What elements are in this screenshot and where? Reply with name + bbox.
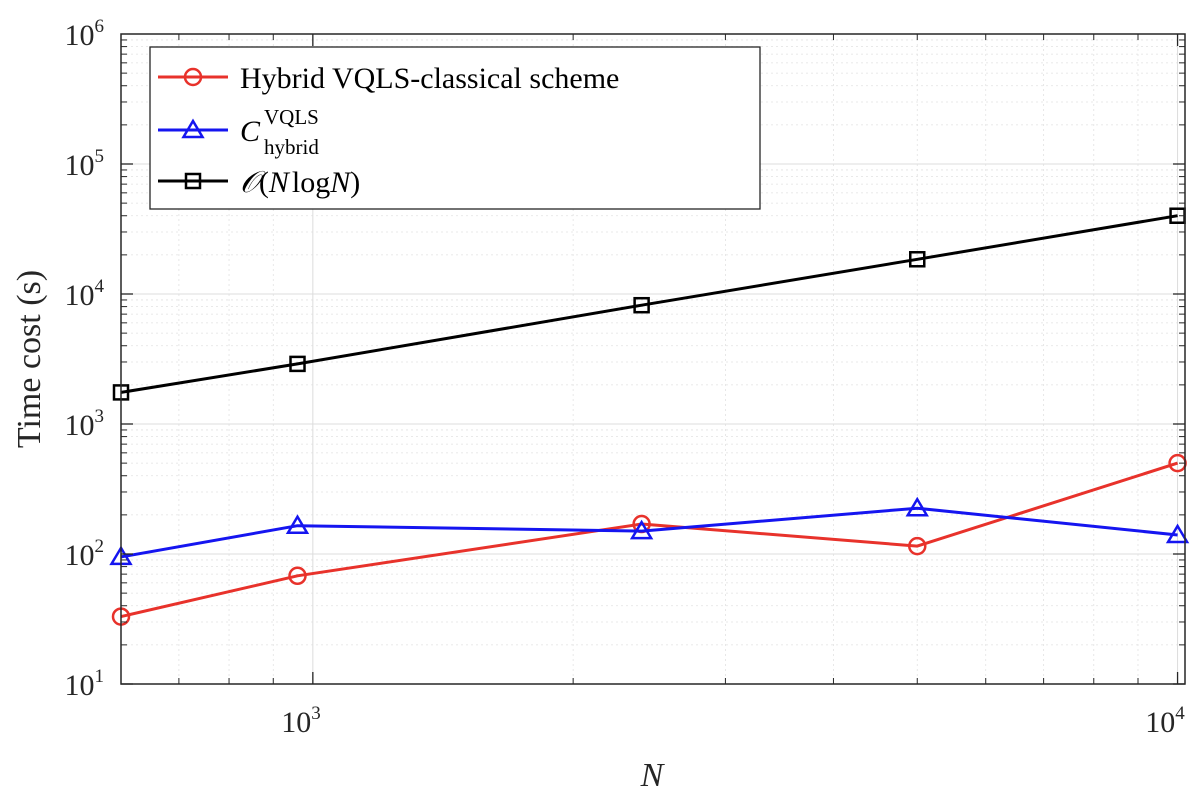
y-tick-label-10-6: 106: [65, 16, 105, 52]
plot-frame: [120, 33, 1186, 685]
series-c-vqls-hybrid: [109, 496, 1190, 566]
series-line-o-nlogn: [120, 214, 1178, 394]
point-c-vqls-hybrid-2: [629, 519, 654, 540]
minor-gridlines: [120, 34, 1185, 684]
legend-label-onlog: 𝒪(N logN): [240, 166, 360, 199]
y-tick-label-10-5: 105: [65, 146, 105, 182]
legend-marker-circle: [183, 67, 203, 87]
y-tick-label-10-2: 102: [65, 536, 105, 572]
legend-marker-triangle: [181, 118, 205, 139]
y-tick-labels: 101 102 103 104 105 106: [65, 16, 105, 702]
point-hybrid-vqls-classical-3: [908, 536, 927, 556]
y-tick-label-10-4: 104: [65, 276, 105, 312]
point-o-nlogn-3: [909, 251, 926, 268]
legend-label-chybrid-sub: hybrid: [264, 135, 319, 159]
legend-entry-chybrid: C VQLS hybrid: [158, 105, 319, 159]
point-c-vqls-hybrid-3: [905, 496, 929, 517]
legend-marker-square: [184, 172, 202, 190]
y-axis-label: Time cost (s): [11, 270, 48, 448]
point-o-nlogn-1: [289, 355, 306, 373]
x-tick-label-10-3: 103: [281, 703, 321, 739]
x-tick-label-10-4: 104: [1145, 703, 1185, 739]
point-hybrid-vqls-classical-1: [288, 566, 307, 586]
legend-label-hybrid: Hybrid VQLS-classical scheme: [240, 62, 619, 95]
point-c-vqls-hybrid-1: [285, 514, 310, 534]
legend-box: [149, 46, 761, 210]
series-line-c-vqls-hybrid: [120, 506, 1178, 559]
point-o-nlogn-2: [633, 296, 650, 314]
y-tick-label-10-3: 103: [65, 406, 105, 442]
x-axis-label: N: [640, 757, 666, 794]
legend-label-chybrid-sup: VQLS: [264, 105, 319, 129]
axis-ticks: [120, 34, 1185, 685]
point-c-vqls-hybrid-4: [1165, 523, 1190, 544]
legend: Hybrid VQLS-classical scheme C VQLS hybr…: [149, 46, 761, 210]
y-tick-label-10-1: 101: [65, 666, 105, 702]
legend-entry-onlog: 𝒪(N logN): [158, 166, 360, 199]
legend-entry-hybrid: Hybrid VQLS-classical scheme: [158, 62, 619, 95]
legend-label-chybrid-main: C: [240, 115, 261, 148]
x-tick-labels: 103 104: [281, 703, 1185, 739]
series-layer: [109, 207, 1190, 626]
